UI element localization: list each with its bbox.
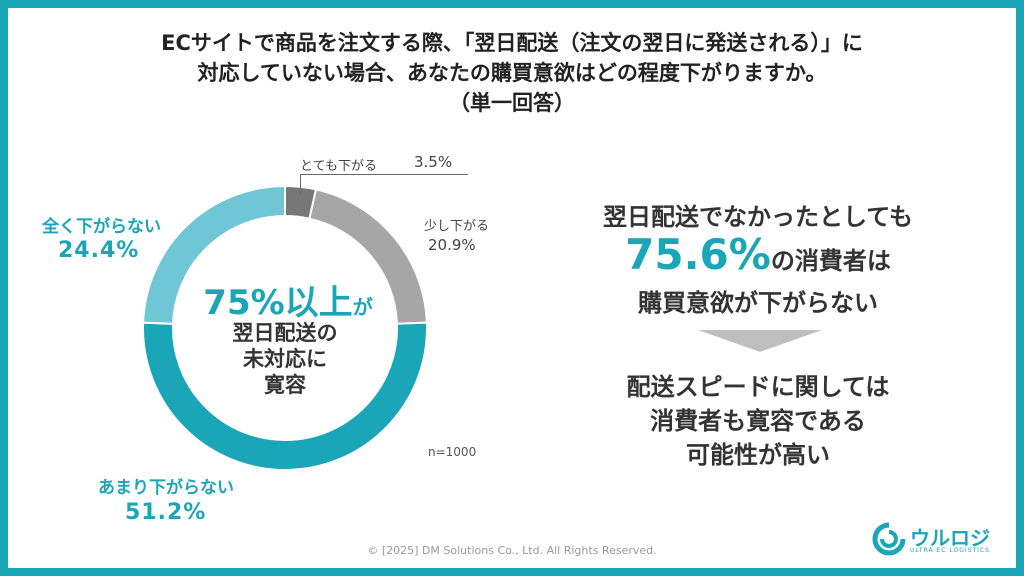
center-line-1: 翌日配送の (232, 321, 338, 345)
label-name-slightly-lower: 少し下がる (424, 219, 490, 234)
label-value-not-much: 51.2% (125, 500, 207, 525)
summary-line-2: 75.6%の消費者は (578, 230, 938, 279)
title-line-3: （単一回答） (449, 91, 575, 115)
sample-size-note: n=1000 (428, 445, 477, 459)
summary-highlight-suffix: の消費者は (770, 247, 891, 275)
leader-line-very-lower-drop (300, 174, 301, 194)
donut-center-text: 翌日配送の 未対応に 寛容 (185, 320, 385, 398)
title-line-1: ECサイトで商品を注文する際、「翌日配送（注文の翌日に発送される）」に (161, 31, 863, 55)
copyright-footer: © [2025] DM Solutions Co., Ltd. All Righ… (367, 544, 657, 557)
down-triangle-icon (698, 330, 822, 352)
center-highlight: 75%以上 (203, 283, 353, 323)
label-value-slightly-lower: 20.9% (428, 236, 476, 254)
center-line-3: 寛容 (264, 373, 306, 397)
label-name-not-much: あまり下がらない (98, 478, 234, 498)
slice-not-much (142, 321, 428, 471)
logo-mark-icon (872, 522, 906, 556)
label-value-very-lower: 3.5% (414, 153, 453, 171)
donut-center-headline: 75%以上が (188, 275, 388, 324)
summary-highlight: 75.6% (625, 230, 771, 279)
leader-line-very-lower (300, 174, 468, 175)
conclusion-line-3: 可能性が高い (686, 441, 830, 469)
title-line-2: 対応していない場合、あなたの購買意欲はどの程度下がりますか。 (197, 61, 827, 85)
label-name-very-lower: とても下がる (300, 159, 377, 174)
center-line-2: 未対応に (243, 347, 327, 371)
label-value-not-at-all: 24.4% (58, 238, 140, 263)
brand-logo: ウルロジ ULTRA EC LOGISTICS (872, 520, 1002, 560)
conclusion-text: 配送スピードに関しては 消費者も寛容である 可能性が高い (578, 370, 938, 472)
donut-chart (142, 184, 428, 471)
logo-text: ウルロジ (910, 526, 990, 550)
page-title: ECサイトで商品を注文する際、「翌日配送（注文の翌日に発送される）」に 対応して… (100, 28, 924, 118)
conclusion-line-2: 消費者も寛容である (650, 407, 866, 435)
summary-line-1: 翌日配送でなかったとしても (602, 203, 914, 231)
logo-subtext: ULTRA EC LOGISTICS (910, 547, 990, 554)
conclusion-line-1: 配送スピードに関しては (626, 373, 890, 401)
summary-line-3: 購買意欲が下がらない (638, 289, 878, 317)
label-name-not-at-all: 全く下がらない (42, 217, 161, 237)
center-highlight-suffix: が (352, 295, 373, 319)
slice-not-at-all (142, 184, 286, 325)
